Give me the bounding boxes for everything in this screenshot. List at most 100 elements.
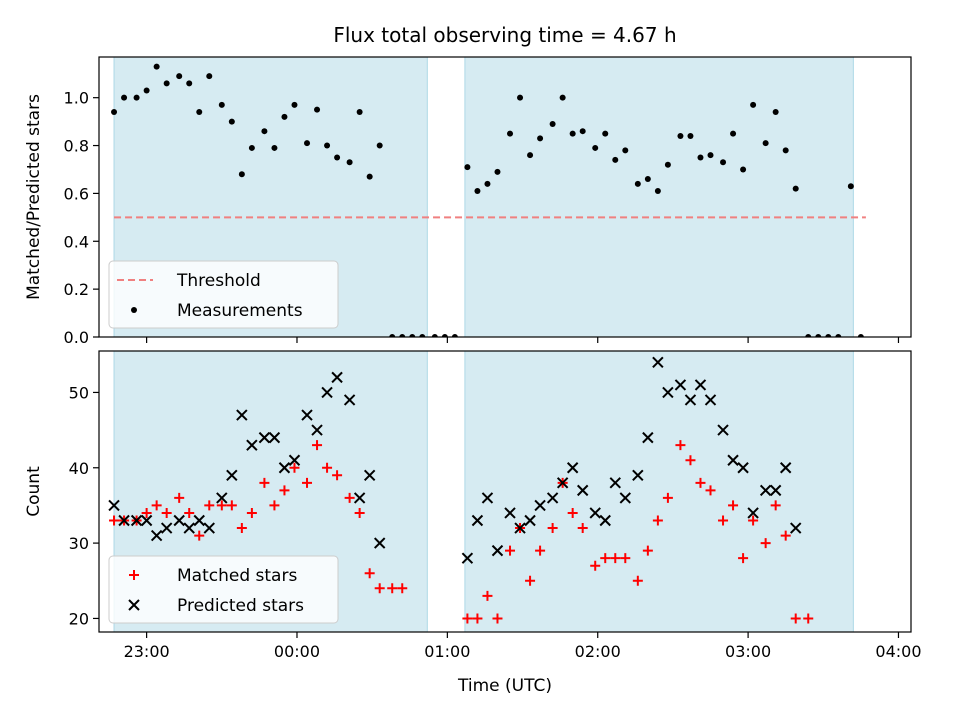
measurement-point bbox=[334, 154, 341, 161]
matched-star-point bbox=[322, 462, 333, 473]
predicted-star-point bbox=[373, 537, 386, 549]
matched-star-point bbox=[472, 613, 483, 624]
measurement-point bbox=[697, 154, 704, 161]
predicted-star-point bbox=[130, 514, 143, 527]
matched-star-point bbox=[642, 545, 653, 556]
measurement-point bbox=[238, 171, 245, 178]
predicted-star-point bbox=[183, 522, 195, 534]
legend-box bbox=[108, 260, 339, 329]
measurement-point bbox=[356, 109, 363, 116]
measurement-point bbox=[634, 180, 641, 187]
matched-star-point bbox=[770, 500, 781, 511]
measurement-point bbox=[517, 94, 524, 101]
measurement-point bbox=[644, 176, 651, 183]
predicted-star-point bbox=[589, 507, 601, 519]
predicted-star-point bbox=[216, 492, 228, 504]
predicted-star-point bbox=[140, 514, 153, 527]
y-tick-label: 0.0 bbox=[64, 328, 89, 347]
predicted-star-point bbox=[632, 469, 644, 482]
y-axis-label: Matched/Predicted stars bbox=[24, 94, 44, 300]
predicted-star-point bbox=[246, 439, 258, 451]
x-tick-label: 00:00 bbox=[274, 642, 320, 661]
matched-star-point bbox=[462, 613, 473, 624]
legend-handle-predicted bbox=[128, 599, 140, 611]
matched-star-point bbox=[535, 545, 546, 556]
y-tick-label: 0.2 bbox=[64, 280, 89, 299]
x-tick-label: 04:00 bbox=[875, 642, 921, 661]
legend-label: Measurements bbox=[177, 301, 303, 321]
y-tick-label: 0.4 bbox=[64, 232, 89, 251]
predicted-star-point bbox=[203, 522, 215, 534]
legend: Matched stars Predicted stars bbox=[108, 555, 339, 624]
matched-star-point bbox=[482, 590, 493, 601]
matched-star-point bbox=[492, 613, 503, 624]
measurement-point bbox=[464, 164, 471, 171]
ratio-panel: 0.0 0.2 0.4 0.6 0.8 1.0 Matched/Predicted star… bbox=[24, 56, 912, 347]
measurement-point bbox=[494, 168, 501, 175]
matched-star-point bbox=[685, 455, 696, 466]
measurement-point bbox=[419, 334, 426, 337]
predicted-star-point bbox=[481, 492, 494, 504]
measurement-point bbox=[569, 130, 576, 137]
predicted-star-point bbox=[737, 462, 749, 474]
measurement-point bbox=[782, 147, 789, 154]
measurement-point bbox=[602, 130, 609, 137]
legend-box bbox=[108, 555, 339, 624]
matched-star-point bbox=[590, 560, 601, 571]
matched-star-point bbox=[705, 485, 716, 496]
predicted-star-point bbox=[514, 522, 526, 534]
matched-star-point bbox=[354, 507, 365, 518]
predicted-star-point bbox=[193, 514, 205, 527]
y-tick-label: 40 bbox=[69, 459, 89, 478]
legend-label: Predicted stars bbox=[177, 596, 304, 616]
x-tick-label: 23:00 bbox=[124, 642, 170, 661]
measurement-point bbox=[687, 132, 694, 139]
axes-frame bbox=[98, 56, 912, 338]
measurement-point bbox=[835, 334, 842, 337]
measurement-point bbox=[248, 144, 255, 151]
matched-star-point bbox=[567, 507, 578, 518]
matched-star-point bbox=[364, 568, 375, 579]
matched-star-point bbox=[695, 477, 706, 488]
matched-star-point bbox=[505, 545, 516, 556]
measurement-point bbox=[143, 87, 150, 94]
measurement-point bbox=[847, 183, 854, 190]
measurement-point bbox=[740, 166, 747, 173]
matched-star-point bbox=[632, 575, 643, 586]
predicted-star-point bbox=[491, 544, 504, 557]
matched-star-point bbox=[577, 523, 588, 534]
measurement-point bbox=[111, 109, 118, 116]
matched-star-point bbox=[652, 515, 663, 526]
measurement-point bbox=[592, 144, 599, 151]
predicted-star-point bbox=[566, 462, 579, 474]
matched-star-point bbox=[738, 553, 749, 564]
measurement-point bbox=[792, 185, 799, 192]
matched-star-point bbox=[620, 553, 631, 564]
predicted-star-point bbox=[108, 499, 120, 512]
measurement-point bbox=[206, 73, 213, 80]
legend: Threshold Measurements bbox=[108, 260, 339, 329]
predicted-star-point bbox=[779, 462, 792, 474]
measurement-point bbox=[664, 161, 671, 168]
predicted-star-point bbox=[236, 409, 248, 421]
measurement-point bbox=[366, 173, 373, 180]
measurement-point bbox=[622, 147, 629, 154]
matched-star-point bbox=[184, 507, 195, 518]
predicted-star-point bbox=[609, 477, 621, 489]
x-tick-label: 02:00 bbox=[575, 642, 621, 661]
measurement-point bbox=[218, 101, 225, 108]
matched-star-point bbox=[246, 507, 257, 518]
predicted-star-point bbox=[619, 492, 632, 504]
matched-star-point bbox=[289, 462, 300, 473]
measurement-point bbox=[825, 334, 832, 337]
measurement-point bbox=[805, 334, 812, 337]
legend-handle-measurements bbox=[131, 307, 137, 313]
measurement-point bbox=[772, 109, 779, 116]
matched-star-point bbox=[374, 583, 385, 594]
matched-star-point bbox=[161, 507, 172, 518]
measurement-point bbox=[176, 73, 183, 80]
measurement-point bbox=[507, 130, 514, 137]
matched-star-point bbox=[718, 515, 729, 526]
matched-star-point bbox=[803, 613, 814, 624]
predicted-star-point bbox=[331, 371, 343, 384]
